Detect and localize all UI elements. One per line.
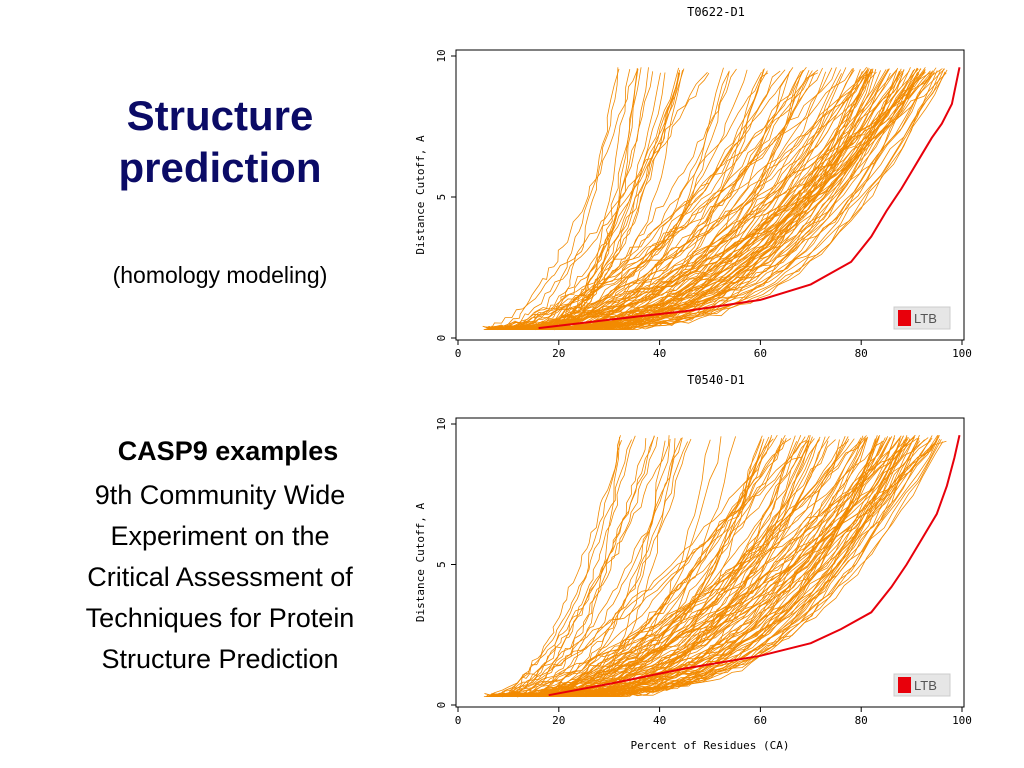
model-curves [482, 67, 948, 331]
y-tick-label: 10 [435, 49, 448, 62]
model-curve [487, 438, 815, 697]
model-curve [516, 435, 636, 698]
model-curve [484, 72, 708, 330]
model-curve [485, 67, 794, 330]
model-curve [507, 435, 772, 697]
model-curve [503, 72, 710, 330]
model-curve [541, 438, 866, 697]
model-curve [511, 71, 871, 330]
model-curve [492, 437, 683, 697]
y-tick-label: 0 [435, 702, 448, 709]
model-curve [499, 440, 622, 698]
model-curve [519, 68, 855, 330]
slide-subtitle: (homology modeling) [112, 262, 328, 288]
model-curve [488, 72, 874, 329]
model-curve [512, 72, 933, 330]
model-curve [490, 437, 929, 697]
y-tick-label: 10 [435, 417, 448, 430]
slide-title-line1: Structure [126, 92, 314, 139]
model-curve [495, 436, 655, 698]
description-line: Structure Prediction [101, 644, 339, 674]
x-tick-label: 40 [653, 714, 666, 727]
ltb-series-line [538, 67, 961, 330]
model-curve [540, 68, 639, 330]
ltb-series-line [548, 434, 961, 697]
description-line: 9th Community Wide [94, 480, 346, 510]
x-tick-label: 40 [653, 347, 666, 360]
model-curve [506, 73, 680, 330]
legend-label: LTB [914, 311, 937, 326]
y-tick-label: 5 [435, 194, 448, 201]
y-tick-label: 0 [435, 335, 448, 342]
model-curve [486, 439, 632, 698]
x-tick-label: 80 [855, 347, 868, 360]
model-curve [536, 437, 886, 697]
model-curve [491, 438, 855, 697]
y-axis-label: Distance Cutoff, A [414, 503, 427, 623]
chart-title: T0622-D1 [687, 5, 745, 19]
model-curve [500, 436, 849, 698]
description-line: Experiment on the [110, 521, 330, 551]
slide-title-line2: prediction [118, 144, 322, 191]
model-curve [529, 72, 769, 330]
chart-title: T0540-D1 [687, 373, 745, 387]
casp-heading: CASP9 examples [117, 436, 339, 466]
model-curve [490, 440, 807, 697]
model-curve [536, 68, 737, 330]
model-curve [527, 67, 619, 331]
legend-label: LTB [914, 678, 937, 693]
x-tick-label: 20 [552, 714, 565, 727]
model-curve [486, 434, 778, 697]
model-curve [510, 68, 890, 330]
model-curve [498, 435, 621, 697]
y-axis-label: Distance Cutoff, A [414, 135, 427, 255]
model-curve [521, 68, 902, 330]
x-tick-label: 60 [754, 714, 767, 727]
model-curve [529, 69, 804, 330]
x-tick-label: 0 [455, 714, 462, 727]
model-curve [489, 435, 670, 697]
model-curve [535, 71, 901, 330]
model-curve [509, 69, 898, 329]
model-curve [492, 436, 915, 697]
x-tick-label: 20 [552, 347, 565, 360]
x-axis-label: Percent of Residues (CA) [631, 739, 790, 752]
y-tick-label: 5 [435, 561, 448, 568]
model-curve [495, 68, 853, 330]
legend-swatch [898, 310, 911, 326]
legend-swatch [898, 677, 911, 693]
model-curve [504, 438, 692, 698]
chart-t0540-d1: T0540-D1 0 20 40 60 80 100 0 5 10 Distance Cutoff,… [414, 373, 972, 752]
model-curve [489, 436, 806, 697]
x-tick-label: 100 [952, 714, 972, 727]
x-tick-label: 60 [754, 347, 767, 360]
x-tick-label: 100 [952, 347, 972, 360]
model-curve [521, 70, 910, 330]
model-curves [483, 434, 947, 698]
model-curve [531, 438, 647, 698]
description-line: Critical Assessment of [87, 562, 353, 592]
model-curve [534, 438, 765, 697]
model-curve [501, 70, 874, 330]
model-curve [538, 69, 941, 330]
model-curve [531, 435, 916, 695]
description-line: Techniques for Protein [85, 603, 355, 633]
slide-text-panel: Structure prediction (homology modeling)… [0, 0, 440, 768]
model-curve [503, 439, 836, 698]
x-tick-label: 0 [455, 347, 462, 360]
chart-t0622-d1: T0622-D1 0 20 40 60 80 100 0 5 10 Distance Cutoff,… [414, 5, 972, 360]
model-curve [499, 70, 638, 329]
model-curve [526, 434, 916, 698]
model-curve [538, 436, 813, 698]
model-curve [529, 67, 823, 330]
model-curve [509, 436, 658, 697]
x-tick-label: 80 [855, 714, 868, 727]
model-curve [522, 441, 944, 698]
model-curve [524, 439, 862, 698]
model-curve [541, 69, 748, 330]
